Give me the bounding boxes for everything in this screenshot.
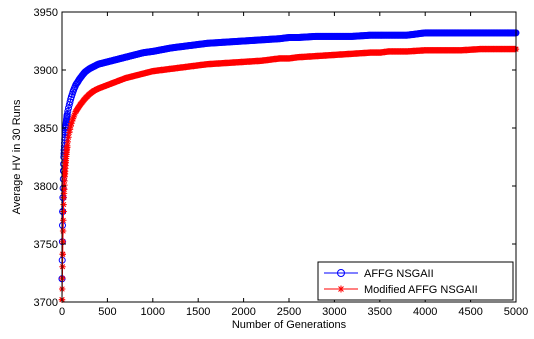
y-tick-label: 3700: [34, 297, 58, 309]
x-tick-label: 3500: [368, 306, 392, 318]
y-tick-label: 3900: [34, 65, 58, 77]
legend-item: AFFG NSGAII: [324, 268, 434, 280]
legend-label: Modified AFFG NSGAII: [364, 284, 478, 296]
x-tick-label: 1500: [186, 306, 210, 318]
legend-label: AFFG NSGAII: [364, 268, 434, 280]
legend-item: Modified AFFG NSGAII: [324, 284, 478, 296]
x-tick-label: 5000: [504, 306, 528, 318]
y-tick-label: 3800: [34, 181, 58, 193]
x-tick-label: 1000: [141, 306, 165, 318]
x-tick-label: 500: [98, 306, 116, 318]
x-tick-label: 2000: [231, 306, 255, 318]
x-tick-label: 2500: [277, 306, 301, 318]
x-axis-label: Number of Generations: [232, 319, 347, 331]
x-tick-label: 0: [59, 306, 65, 318]
y-tick-label: 3850: [34, 123, 58, 135]
y-tick-label: 3950: [34, 7, 58, 19]
legend-box: [317, 261, 514, 301]
series-modified-affg-nsgaii: [58, 45, 520, 303]
x-tick-label: 3000: [322, 306, 346, 318]
series-line: [61, 48, 516, 300]
series-line: [61, 32, 516, 279]
x-tick-label: 4500: [458, 306, 482, 318]
legend: AFFG NSGAII Modified AFFG NSGAII: [317, 261, 514, 301]
y-tick-label: 3750: [34, 239, 58, 251]
ticks-layer: 0 500 1000 1500 2000 2500 3000 3500 4000 4500 5000…: [34, 7, 529, 318]
x-tick-label: 4000: [413, 306, 437, 318]
series-affg-nsgaii: [58, 29, 520, 283]
series-layer: [58, 29, 520, 303]
legend-marker-circle: [337, 269, 345, 277]
legend-marker-star: [337, 285, 345, 293]
y-axis-label: Average HV in 30 Runs: [11, 99, 23, 214]
